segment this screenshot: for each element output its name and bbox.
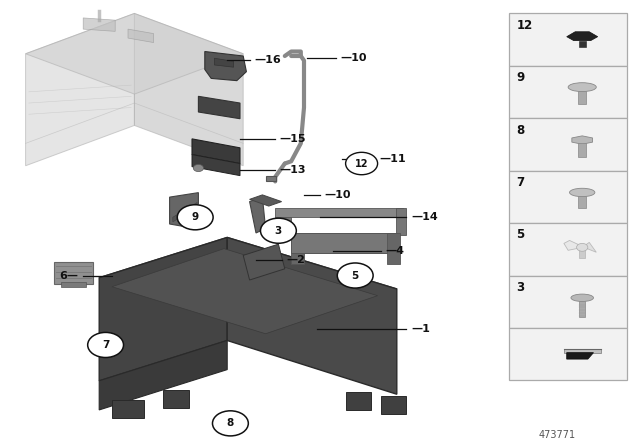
Polygon shape (227, 237, 397, 394)
Text: 8: 8 (227, 418, 234, 428)
Polygon shape (579, 41, 586, 47)
Polygon shape (291, 233, 397, 253)
Circle shape (193, 164, 204, 172)
Polygon shape (579, 247, 585, 258)
Text: 9: 9 (516, 71, 525, 84)
Circle shape (346, 152, 378, 175)
Text: —10: —10 (340, 53, 367, 63)
Text: 3: 3 (275, 226, 282, 236)
Ellipse shape (570, 188, 595, 197)
Polygon shape (112, 400, 144, 418)
FancyBboxPatch shape (509, 328, 627, 380)
Polygon shape (99, 340, 227, 410)
Text: 5: 5 (516, 228, 525, 241)
FancyBboxPatch shape (509, 223, 627, 276)
Circle shape (260, 218, 296, 243)
Polygon shape (250, 197, 266, 233)
Polygon shape (173, 202, 197, 222)
Polygon shape (243, 244, 285, 280)
Polygon shape (266, 176, 276, 181)
Polygon shape (192, 139, 240, 164)
Text: —13: —13 (280, 165, 306, 175)
Polygon shape (275, 217, 291, 228)
Polygon shape (567, 32, 598, 41)
Polygon shape (170, 193, 198, 226)
Ellipse shape (571, 294, 593, 302)
FancyBboxPatch shape (509, 171, 627, 223)
Polygon shape (564, 349, 600, 353)
Ellipse shape (568, 83, 596, 91)
Circle shape (88, 332, 124, 358)
Text: 9: 9 (191, 212, 199, 222)
Polygon shape (26, 13, 243, 94)
Polygon shape (381, 396, 406, 414)
FancyBboxPatch shape (509, 276, 627, 328)
Polygon shape (567, 353, 593, 359)
FancyBboxPatch shape (509, 118, 627, 171)
FancyBboxPatch shape (509, 13, 627, 66)
Polygon shape (128, 29, 154, 43)
Text: 12: 12 (516, 19, 532, 32)
Polygon shape (205, 52, 246, 81)
Text: 5: 5 (351, 271, 359, 280)
Circle shape (177, 205, 213, 230)
Polygon shape (396, 208, 406, 235)
Polygon shape (198, 96, 240, 119)
Circle shape (577, 243, 588, 251)
Text: 7: 7 (102, 340, 109, 350)
Polygon shape (572, 136, 593, 144)
Polygon shape (163, 390, 189, 408)
Circle shape (212, 411, 248, 436)
Polygon shape (291, 253, 304, 264)
Polygon shape (250, 195, 282, 206)
Polygon shape (387, 233, 400, 264)
Circle shape (337, 263, 373, 288)
Polygon shape (579, 143, 586, 157)
Polygon shape (134, 13, 243, 166)
Polygon shape (26, 13, 134, 166)
Polygon shape (54, 262, 93, 284)
Text: 12: 12 (355, 159, 369, 168)
Text: 473771: 473771 (538, 430, 575, 440)
Polygon shape (275, 208, 403, 217)
Text: —1: —1 (411, 324, 429, 334)
FancyBboxPatch shape (509, 66, 627, 118)
Polygon shape (99, 237, 397, 329)
Polygon shape (579, 196, 586, 208)
Text: —14: —14 (411, 212, 438, 222)
Polygon shape (579, 301, 586, 317)
Text: 7: 7 (516, 176, 525, 189)
Text: —4: —4 (385, 246, 404, 256)
Text: —10: —10 (324, 190, 351, 200)
Text: 3: 3 (516, 281, 525, 294)
Text: 8: 8 (516, 124, 525, 137)
Text: —11: —11 (379, 154, 406, 164)
Text: —15: —15 (280, 134, 306, 144)
Polygon shape (564, 241, 578, 250)
Text: 6—: 6— (60, 271, 79, 280)
Text: —16: —16 (254, 56, 281, 65)
Polygon shape (192, 155, 240, 176)
Polygon shape (99, 237, 227, 381)
Text: —2: —2 (286, 255, 305, 265)
Polygon shape (586, 242, 596, 252)
Polygon shape (214, 58, 234, 67)
Polygon shape (61, 282, 86, 287)
Polygon shape (83, 18, 115, 31)
Polygon shape (112, 249, 378, 334)
Polygon shape (346, 392, 371, 410)
Polygon shape (579, 91, 586, 104)
